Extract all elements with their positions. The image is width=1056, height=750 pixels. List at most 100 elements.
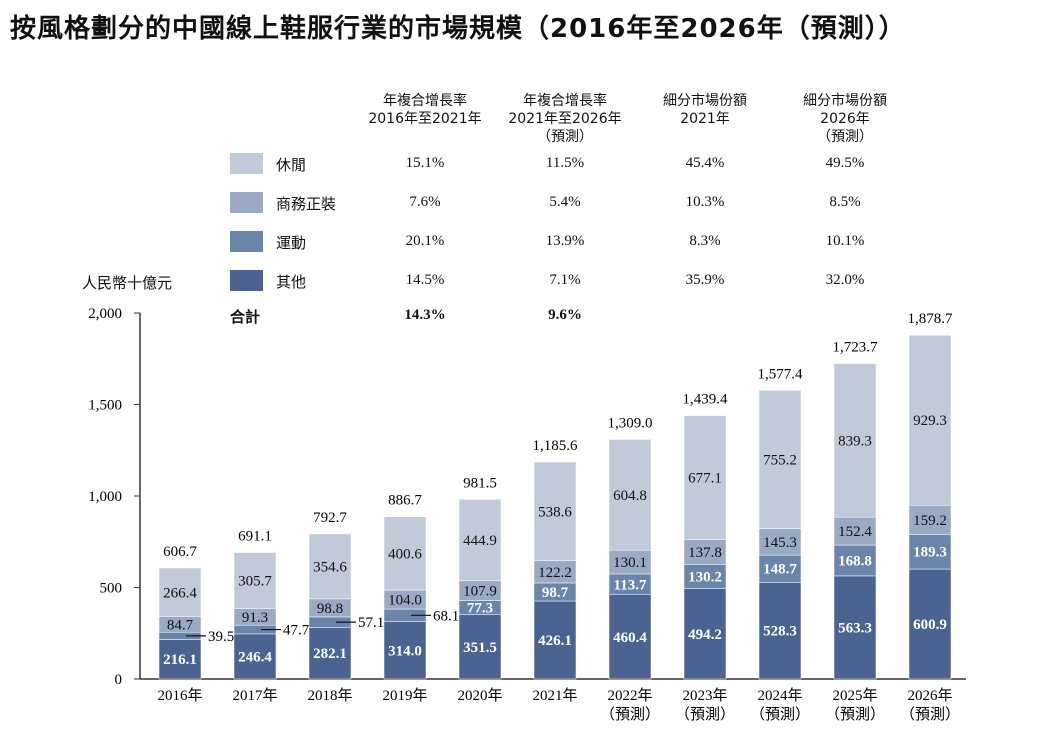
bar-segment: [908, 334, 952, 506]
data-label: 152.4: [838, 524, 872, 540]
table-cell: 13.9%: [545, 233, 585, 249]
data-label: 130.1: [613, 555, 647, 571]
x-tick-label: 2021年: [532, 687, 577, 704]
data-label: 130.2: [688, 570, 722, 586]
bar-segment: [683, 539, 727, 565]
data-label: 266.4: [163, 585, 197, 601]
bar-segment: [458, 614, 502, 680]
table-cell: 35.9%: [685, 272, 725, 288]
bar-segment: [758, 554, 802, 583]
table-row: 商務正裝 7.6% 5.4% 10.3% 8.5%: [230, 192, 930, 214]
data-label: 84.7: [167, 617, 194, 633]
data-label: 113.7: [614, 577, 647, 593]
x-tick-label: 2025年: [832, 687, 877, 704]
table-cell: 14.5%: [405, 272, 445, 288]
table-cell: 5.4%: [549, 194, 581, 210]
data-label: 104.0: [388, 593, 422, 609]
total-label: 792.7: [313, 510, 347, 526]
data-label: 755.2: [763, 452, 797, 468]
data-label: 98.8: [317, 601, 343, 617]
table-row: 運動 20.1% 13.9% 8.3% 10.1%: [230, 231, 930, 253]
x-tick-label: 2018年: [307, 687, 352, 704]
table-cell: 7.6%: [409, 194, 441, 210]
data-label: 929.3: [913, 413, 947, 429]
legend-label: 商務正裝: [276, 195, 337, 213]
x-tick-label: （預測）: [825, 706, 885, 723]
table-cell: 32.0%: [825, 272, 865, 288]
y-axis-unit: 人民幣十億元: [82, 274, 173, 292]
bar-segment: [383, 516, 427, 591]
data-label: 351.5: [463, 640, 497, 656]
x-tick-label: 2017年: [232, 687, 277, 704]
data-label: 122.2: [538, 565, 572, 581]
total-label: 1,185.6: [533, 438, 579, 454]
data-label: 189.3: [913, 545, 947, 561]
legend-label: 其他: [276, 273, 307, 291]
bar-segment: [233, 552, 277, 609]
bar-segment: [908, 568, 952, 680]
bar-segment: [683, 415, 727, 540]
x-tick-label: （預測）: [675, 706, 735, 723]
table-header: 年複合增長率 2021年至2026年 （預測）: [508, 93, 622, 145]
table-cell: 45.4%: [685, 155, 725, 171]
table-cell: 8.5%: [829, 194, 861, 210]
data-label: 148.7: [763, 562, 797, 578]
data-label: 216.1: [163, 652, 197, 668]
table-row: 其他 14.5% 7.1% 35.9% 32.0%: [230, 270, 930, 292]
data-label: 47.7: [283, 623, 310, 639]
bar-segment: [233, 633, 277, 680]
x-tick-label: 2020年: [457, 687, 502, 704]
legend-label: 休閒: [276, 156, 307, 174]
bar-segment: [908, 505, 952, 535]
data-label: 460.4: [613, 630, 647, 646]
bar-segment: [908, 534, 952, 570]
legend-swatch: [230, 270, 263, 291]
total-cell: 9.6%: [548, 307, 582, 323]
data-label: 91.3: [242, 610, 268, 626]
table-cell: 49.5%: [825, 155, 865, 171]
data-label: 305.7: [238, 574, 272, 590]
total-label: 1,309.0: [608, 415, 653, 431]
data-label: 314.0: [388, 643, 422, 659]
data-label: 137.8: [688, 545, 722, 561]
data-label: 426.1: [538, 633, 572, 649]
total-label: 1,878.7: [908, 311, 954, 327]
total-label: 1,577.4: [758, 366, 804, 382]
table-cell: 7.1%: [549, 272, 581, 288]
legend-swatch: [230, 192, 263, 213]
data-label: 39.5: [208, 629, 234, 645]
table-row: 休閒 15.1% 11.5% 45.4% 49.5%: [230, 153, 930, 175]
data-label: 677.1: [688, 471, 722, 487]
y-tick-label: 500: [100, 581, 123, 597]
table-total-row: 合計 14.3% 9.6%: [230, 305, 930, 327]
table-cell: 8.3%: [689, 233, 721, 249]
y-tick-label: 0: [115, 672, 123, 688]
x-tick-label: （預測）: [600, 706, 660, 723]
table-cell: 20.1%: [405, 233, 445, 249]
y-tick-label: 2,000: [88, 306, 122, 322]
bar-segment: [308, 627, 352, 680]
bar-segment: [533, 600, 577, 680]
table-header: 年複合增長率 2016年至2021年: [368, 93, 482, 127]
total-cell: 14.3%: [404, 307, 446, 323]
data-label: 494.2: [688, 627, 722, 643]
data-label: 68.1: [433, 608, 459, 624]
data-label: 839.3: [838, 433, 872, 449]
bar-segment: [833, 516, 877, 546]
table-cell: 11.5%: [545, 155, 585, 171]
total-label: 981.5: [463, 475, 497, 491]
data-label: 400.6: [388, 546, 422, 562]
x-tick-label: 2024年: [757, 687, 802, 704]
table-header: 細分市場份額 2021年: [663, 93, 747, 127]
x-tick-label: 2019年: [382, 687, 427, 704]
x-tick-label: 2022年: [607, 687, 652, 704]
data-label: 604.8: [613, 488, 647, 504]
bar-segment: [533, 461, 577, 561]
total-label: 1,723.7: [833, 340, 879, 356]
x-tick-label: 2016年: [157, 687, 202, 704]
y-tick-label: 1,000: [88, 489, 122, 505]
data-label: 444.9: [463, 533, 497, 549]
bar-segment: [158, 567, 202, 617]
bar-segment: [458, 499, 502, 582]
